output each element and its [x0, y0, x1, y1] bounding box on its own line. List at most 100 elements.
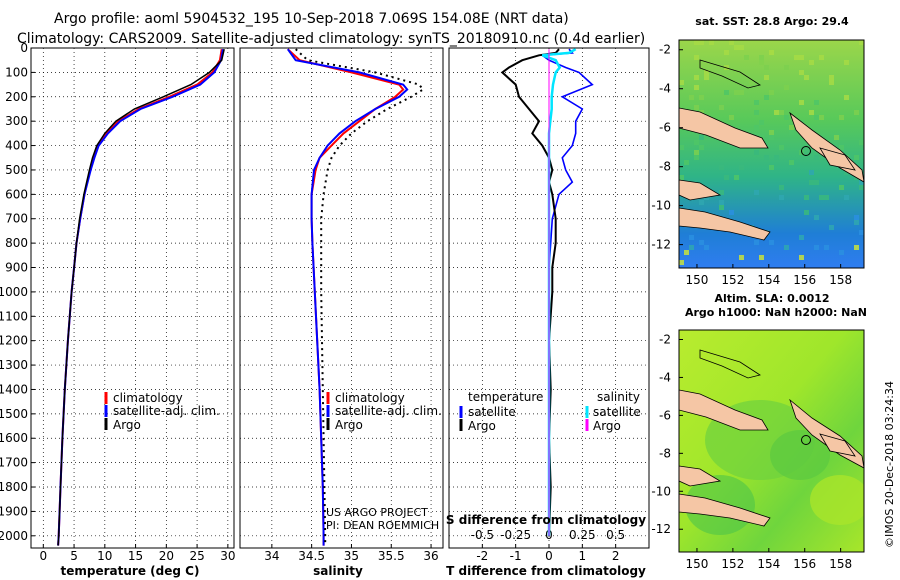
- x-tick-label: 36: [423, 549, 438, 563]
- series-argo: [295, 48, 425, 546]
- x2-tick-label: 0.5: [606, 528, 625, 542]
- sla-map-title-1: Altim. SLA: 0.0012: [714, 292, 829, 305]
- latitude-tick: -2: [659, 43, 671, 57]
- s-difference-axis-ticks: -0.5 -0.25 0 0.25 0.5: [471, 528, 626, 542]
- latitude-tick: -12: [651, 522, 671, 536]
- y-tick-label: 100: [5, 65, 28, 79]
- legend-climatology: climatology: [113, 391, 183, 405]
- x-tick-label: 0: [39, 549, 47, 563]
- latitude-tick: -6: [659, 408, 671, 422]
- x-tick-label: 34: [264, 549, 279, 563]
- sla-map-title-2: Argo h1000: NaN h2000: NaN: [685, 306, 867, 319]
- salinity-axis-ticks: 34 34.5 35 35.5 36: [264, 544, 439, 563]
- x2-tick-label: -0.5: [471, 528, 494, 542]
- x-tick-label: 15: [128, 549, 143, 563]
- y-tick-label: 900: [5, 261, 28, 275]
- x-tick-label: 2: [612, 549, 620, 563]
- y-tick-label: 1600: [0, 431, 28, 445]
- t-difference-axis-label: T difference from climatology: [446, 564, 646, 578]
- latitude-tick: -2: [659, 332, 671, 346]
- series-argo: [57, 49, 225, 546]
- temperature-axis-ticks: 0 5 10 15 20 25 30: [39, 544, 235, 563]
- y-tick-label: 0: [20, 41, 28, 55]
- y-tick-label: 800: [5, 236, 28, 250]
- latitude-tick: -12: [651, 238, 671, 252]
- sst-map: sat. SST: 28.8 Argo: 29.4 150 152 154 156 15…: [651, 15, 865, 287]
- legend-argo: Argo: [335, 418, 363, 432]
- legend-satellite-adj: satellite-adj. clim.: [335, 404, 442, 418]
- legend-argo: Argo: [113, 418, 141, 432]
- salinity-legend: climatology satellite-adj. clim. Argo: [326, 391, 442, 432]
- x-tick-label: 20: [159, 549, 174, 563]
- credit-project: US ARGO PROJECT: [326, 506, 428, 519]
- x-tick-label: 5: [70, 549, 78, 563]
- land-mass: [679, 389, 769, 431]
- series-climatology: [287, 48, 405, 546]
- series-s-satellite: [541, 48, 577, 536]
- argo-location-marker: [801, 146, 811, 156]
- temperature-axis-label: temperature (deg C): [61, 564, 200, 578]
- y-tick-label: 1200: [0, 334, 28, 348]
- sla-map: Altim. SLA: 0.0012 Argo h1000: NaN h2000…: [651, 292, 867, 571]
- land-mass: [679, 179, 722, 201]
- y-tick-label: 200: [5, 90, 28, 104]
- y-tick-label: 1300: [0, 358, 28, 372]
- longitude-tick: 158: [829, 273, 852, 287]
- figure-title-line-2: Climatology: CARS2009. Satellite-adjuste…: [17, 31, 645, 47]
- sla-longitude-ticks: 150 152 154 156 158: [686, 548, 852, 571]
- series-climatology: [57, 49, 223, 546]
- land-mass: [679, 107, 769, 149]
- x2-tick-label: -0.25: [500, 528, 531, 542]
- legend-t-argo: Argo: [468, 419, 496, 433]
- land-mass: [819, 147, 856, 171]
- latitude-tick: -4: [659, 82, 671, 96]
- y-tick-label: 1900: [0, 504, 28, 518]
- land-mass: [679, 465, 722, 487]
- longitude-tick: 156: [793, 273, 816, 287]
- salinity-axis-label: salinity: [313, 564, 363, 578]
- y-tick-label: 1400: [0, 382, 28, 396]
- x2-tick-label: 0.25: [569, 528, 596, 542]
- land-mass: [699, 349, 761, 379]
- legend-salinity-title: salinity: [597, 390, 640, 404]
- x-tick-label: -1: [510, 549, 522, 563]
- longitude-tick: 158: [829, 557, 852, 571]
- y-tick-label: 500: [5, 163, 28, 177]
- x-tick-label: 35.5: [378, 549, 405, 563]
- series-satellite-adj: [286, 48, 409, 546]
- y-tick-label: 1000: [0, 285, 28, 299]
- longitude-tick: 152: [721, 557, 744, 571]
- y-tick-label: 1700: [0, 456, 28, 470]
- legend-s-argo: Argo: [593, 419, 621, 433]
- y-tick-label: 2000: [0, 529, 28, 543]
- x-tick-label: 34.5: [298, 549, 325, 563]
- longitude-tick: 154: [757, 273, 780, 287]
- land-mass: [699, 59, 761, 89]
- salinity-panel: 34 34.5 35 35.5 36 salinity climatology sate…: [239, 47, 444, 578]
- longitude-tick: 154: [757, 557, 780, 571]
- legend-s-satellite: satellite: [593, 405, 641, 419]
- depth-axis-ticks: 0 100 200 300 400 500 600 700 800 900 1000 1100 1200…: [0, 41, 35, 543]
- land-mass: [819, 433, 856, 457]
- difference-legend: temperature satellite Argo salinity sate…: [459, 390, 641, 433]
- legend-climatology: climatology: [335, 391, 405, 405]
- y-tick-label: 1800: [0, 480, 28, 494]
- x-tick-label: -2: [476, 549, 488, 563]
- figure-title-line-1: Argo profile: aoml 5904532_195 10-Sep-20…: [54, 11, 569, 27]
- legend-t-satellite: satellite: [468, 405, 516, 419]
- argo-location-marker: [801, 435, 811, 445]
- imos-stamp: ©IMOS 20-Dec-2018 03:24:34: [883, 381, 896, 548]
- longitude-tick: 150: [686, 557, 709, 571]
- land-mass: [679, 207, 771, 241]
- s-difference-axis-label: S difference from climatology: [446, 513, 646, 527]
- legend-temperature-title: temperature: [468, 390, 543, 404]
- temperature-panel: 0100200300400500600700800900100011001200…: [0, 41, 235, 578]
- series-satellite-adj: [57, 49, 224, 546]
- latitude-tick: -4: [659, 370, 671, 384]
- t-difference-axis-ticks: -2 -1 0 1 2: [476, 544, 619, 563]
- difference-panel: -2 -1 0 1 2 -0.5 -0.25 0 0.25 0.5 S difference f…: [446, 47, 650, 578]
- sla-latitude-ticks: -2 -4 -6 -8 -10 -12: [651, 332, 683, 536]
- y-tick-label: 700: [5, 212, 28, 226]
- y-tick-label: 300: [5, 114, 28, 128]
- y-tick-label: 400: [5, 139, 28, 153]
